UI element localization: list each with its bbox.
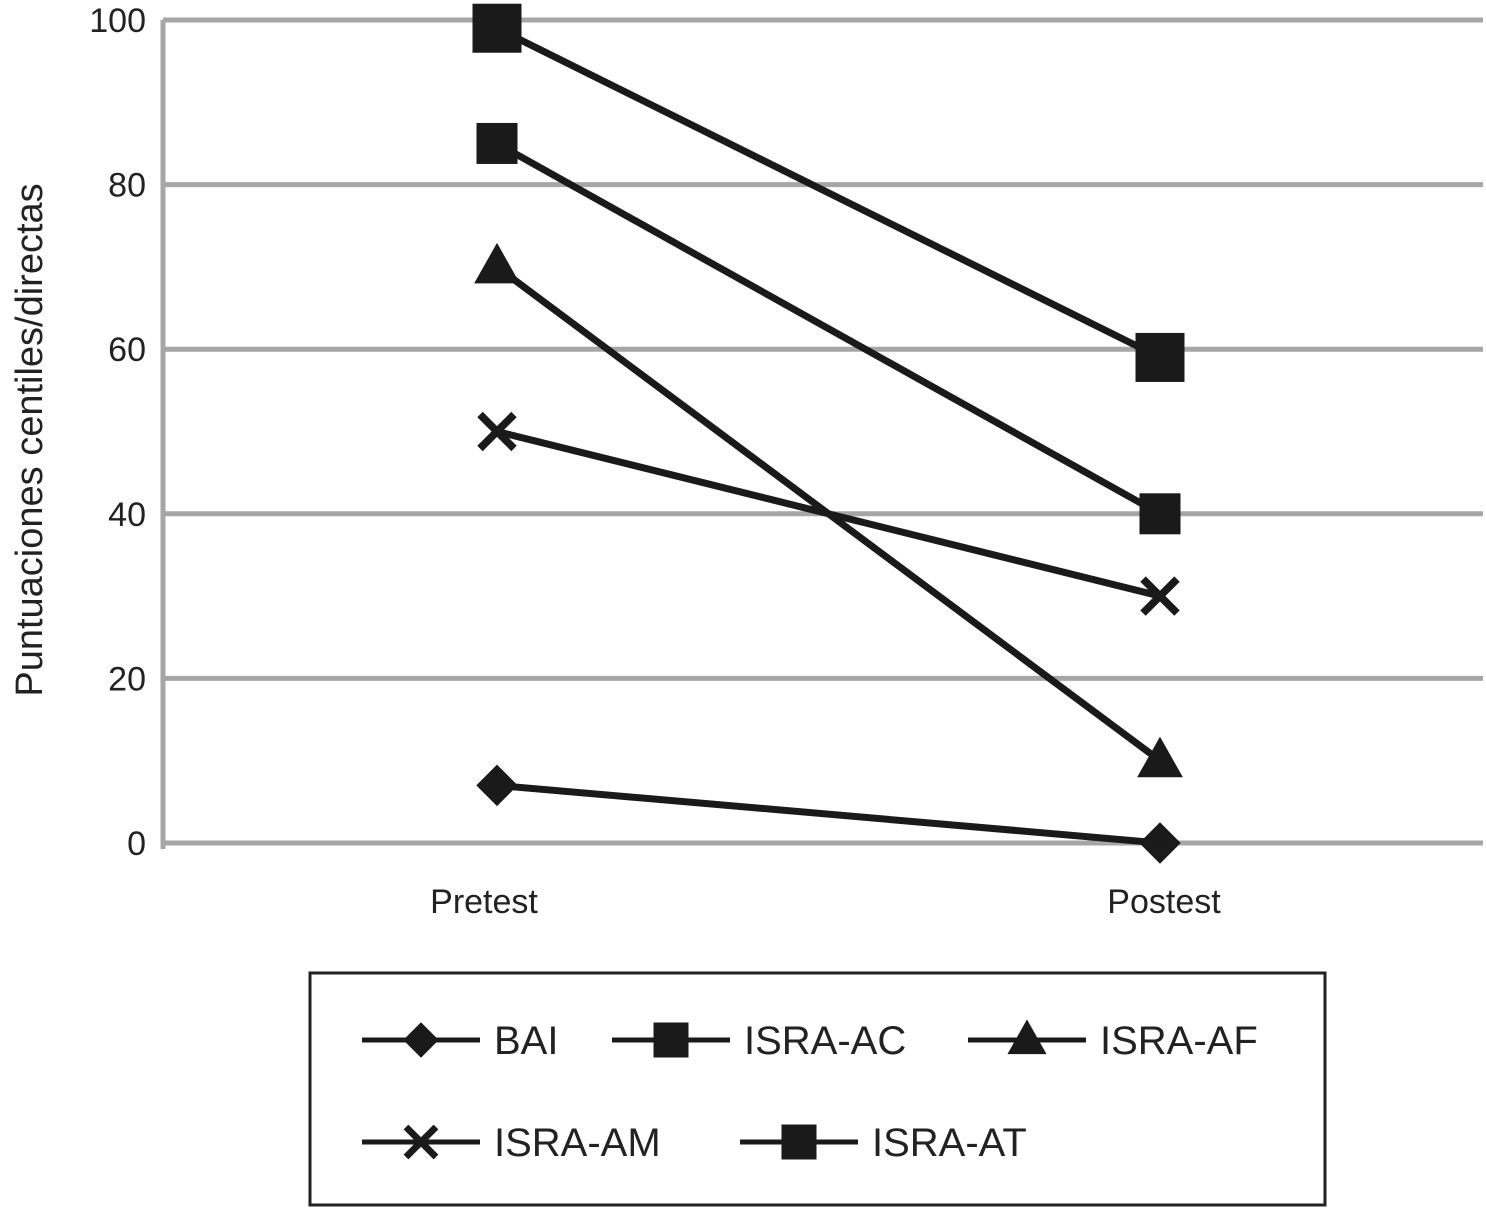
x-tick-label: Postest: [1107, 883, 1221, 921]
series-isra-am: [477, 411, 1180, 616]
legend-marker-isra-am: [403, 1124, 439, 1160]
y-axis-ticks: 0 20 40 60 80 100: [89, 2, 146, 863]
legend-box: [308, 971, 1327, 1207]
legend-marker-isra-ac: [653, 1022, 689, 1058]
legend-marker-bai: [403, 1022, 439, 1058]
y-tick-label: 60: [108, 331, 146, 369]
legend-marker-isra-af: [1007, 1019, 1047, 1055]
point-bai: [476, 764, 518, 807]
series-isra-ac: [476, 122, 1181, 535]
point-isra-ac: [1139, 493, 1181, 535]
series-line-bai: [496, 781, 1161, 847]
point-isra-at: [1135, 332, 1185, 382]
series-line-isra-at: [495, 25, 1162, 361]
series-lines: [472, 3, 1185, 864]
legend-label-isra-am: ISRA-AM: [494, 1121, 661, 1165]
series-isra-at: [472, 3, 1185, 382]
grid-lines: [160, 17, 1483, 849]
legend-label-isra-ac: ISRA-AC: [744, 1019, 906, 1063]
legend-marker-isra-at: [781, 1124, 817, 1160]
point-isra-af: [474, 242, 520, 284]
y-axis-title: Puntuaciones centiles/directas: [9, 183, 51, 696]
legend-label-isra-af: ISRA-AF: [1100, 1019, 1258, 1063]
legend-item-isra-af: ISRA-AF: [968, 1019, 1258, 1063]
y-tick-label: 0: [127, 825, 146, 863]
y-tick-label: 40: [108, 496, 146, 534]
legend-label-isra-at: ISRA-AT: [872, 1121, 1027, 1165]
point-bai: [1139, 822, 1181, 864]
legend-item-bai: BAI: [362, 1019, 558, 1063]
x-axis-ticks: Pretest Postest: [430, 883, 1221, 921]
series-line-isra-am: [496, 428, 1161, 600]
point-isra-am: [477, 411, 517, 452]
y-tick-label: 100: [89, 2, 146, 40]
y-tick-label: 20: [108, 660, 146, 698]
series-line-isra-ac: [495, 140, 1162, 517]
legend-item-isra-at: ISRA-AT: [740, 1121, 1027, 1165]
legend-item-isra-ac: ISRA-AC: [612, 1019, 906, 1063]
point-isra-af: [1137, 736, 1183, 778]
legend-item-isra-am: ISRA-AM: [362, 1121, 661, 1165]
legend: BAI ISRA-AC ISRA-AF ISRA-AM ISRA-AT: [308, 971, 1327, 1207]
point-isra-ac: [476, 122, 518, 164]
point-isra-am: [1140, 576, 1180, 616]
y-tick-label: 80: [108, 167, 146, 205]
legend-label-bai: BAI: [494, 1019, 558, 1063]
x-tick-label: Pretest: [430, 883, 538, 921]
series-bai: [476, 764, 1181, 864]
point-isra-at: [472, 3, 522, 53]
